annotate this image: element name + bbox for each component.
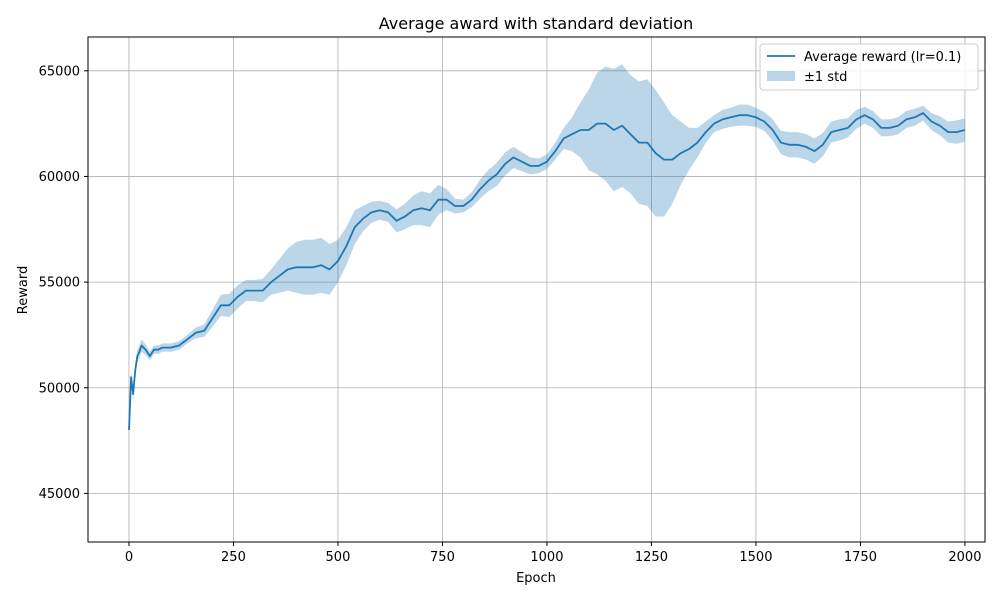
- x-tick-label: 750: [430, 550, 455, 565]
- y-tick-label: 50000: [39, 381, 80, 396]
- plot-frame: [87, 36, 986, 543]
- y-tick-label: 55000: [39, 276, 80, 291]
- std-band-area: [129, 64, 965, 430]
- grid-lines: [88, 37, 985, 542]
- x-axis-title: Epoch: [516, 571, 556, 586]
- legend-box: [759, 43, 979, 91]
- legend-band-label: ±1 std: [804, 70, 847, 85]
- y-tick-label: 45000: [39, 487, 80, 502]
- x-tick-label: 500: [326, 550, 351, 565]
- x-tick-label: 1500: [739, 550, 772, 565]
- y-tick-label: 60000: [39, 170, 80, 185]
- x-tick-label: 1000: [530, 550, 563, 565]
- y-tick-label: 65000: [39, 64, 80, 79]
- legend: Average reward (lr=0.1) ±1 std: [759, 43, 979, 91]
- chart-title: Average award with standard deviation: [379, 14, 693, 33]
- y-axis-ticks: 45000 50000 55000 60000 65000: [39, 64, 88, 502]
- x-tick-label: 1250: [635, 550, 668, 565]
- x-tick-label: 2000: [948, 550, 981, 565]
- x-axis-ticks: 0 250 500 750 1000 1250 1500 1750 2000: [125, 542, 981, 565]
- x-tick-label: 0: [125, 550, 133, 565]
- legend-band-swatch: [767, 71, 795, 81]
- mean-reward-line: [128, 112, 966, 431]
- x-tick-label: 1750: [844, 550, 877, 565]
- y-axis-title: Reward: [16, 266, 31, 314]
- x-tick-label: 250: [221, 550, 246, 565]
- legend-line-label: Average reward (lr=0.1): [804, 50, 961, 65]
